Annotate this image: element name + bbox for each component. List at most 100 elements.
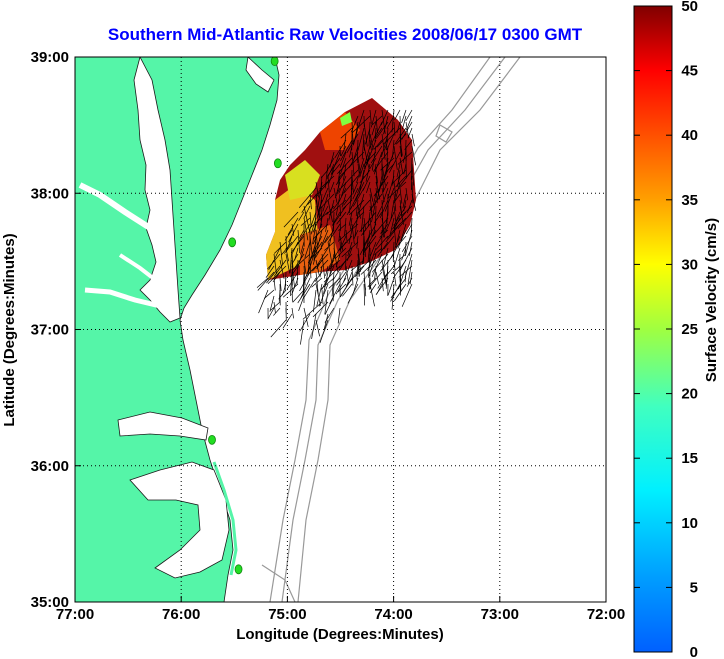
velocity-arrow [396, 163, 401, 178]
y-tick-label: 35:00 [31, 594, 69, 611]
velocity-arrow [319, 175, 335, 190]
velocity-arrow [315, 235, 329, 258]
velocity-arrow [410, 175, 413, 190]
velocity-arrow [312, 301, 329, 318]
velocity-arrow [363, 121, 368, 147]
velocity-arrow [393, 145, 398, 170]
velocity-arrow [356, 157, 365, 183]
velocity-arrow [290, 271, 293, 297]
velocity-arrow [398, 169, 413, 188]
velocity-arrow [335, 193, 341, 216]
y-axis-ticks: 39:00 38:00 37:00 36:00 35:00 [31, 49, 81, 611]
velocity-arrow [358, 199, 371, 213]
velocity-arrow [409, 271, 413, 285]
velocity-arrow [368, 253, 371, 278]
velocity-arrow [329, 253, 335, 277]
velocity-arrow [334, 187, 341, 199]
velocity-arrow [391, 265, 401, 275]
velocity-arrow [359, 211, 377, 233]
velocity-arrow [328, 223, 335, 248]
velocity-arrow [332, 259, 347, 281]
velocity-arrow [360, 205, 365, 232]
velocity-arrow [309, 211, 329, 229]
velocity-arrow [399, 247, 413, 271]
velocity-arrow [293, 253, 305, 270]
velocity-arrow [394, 205, 407, 225]
velocity-arrow [315, 229, 318, 245]
radar-station-marker [273, 158, 282, 169]
velocity-arrow [273, 241, 287, 254]
velocity-arrow [338, 223, 347, 231]
velocity-arrow [406, 277, 413, 287]
velocity-arrow [352, 181, 359, 195]
velocity-arrow [340, 145, 347, 157]
velocity-arrow [390, 283, 401, 302]
velocity-arrow [371, 253, 383, 278]
velocity-arrow [343, 175, 359, 194]
colorbar-tick-label: 35 [681, 192, 698, 209]
velocity-arrow [313, 235, 317, 261]
x-tick-label: 75:00 [268, 606, 306, 623]
velocity-arrow [303, 217, 309, 241]
albemarle-sound [117, 411, 209, 441]
velocity-arrow [291, 223, 295, 236]
velocity-arrow [340, 169, 359, 189]
velocity-arrow [312, 223, 323, 245]
velocity-arrow [411, 133, 415, 147]
velocity-arrow [369, 241, 377, 259]
velocity-arrow [287, 217, 299, 235]
velocity-arrow [303, 277, 317, 298]
velocity-arrow [367, 277, 377, 288]
velocity-arrow [324, 163, 329, 189]
velocity-arrow [300, 319, 305, 345]
velocity-arrow [363, 223, 377, 246]
velocity-arrow [291, 253, 294, 269]
velocity-arrow [363, 277, 366, 290]
velocity-arrow [400, 223, 407, 242]
colorbar-tick-label: 50 [681, 0, 698, 15]
velocity-arrow [328, 277, 341, 289]
velocity-arrow [339, 241, 347, 251]
velocity-arrow [380, 109, 389, 126]
colorbar-tick-label: 20 [681, 386, 698, 403]
velocity-arrow [376, 127, 395, 148]
velocity-arrow [393, 205, 397, 224]
velocity-arrow [315, 271, 319, 295]
velocity-arrow [398, 265, 413, 278]
velocity-arrow [386, 145, 389, 162]
velocity-arrow [368, 133, 377, 150]
velocity-arrow [298, 187, 317, 208]
velocity-arrow [315, 283, 321, 306]
velocity-arrow [339, 235, 344, 252]
velocity-arrow [353, 127, 359, 146]
velocity-arrow [369, 283, 375, 307]
colorbar-tick-label: 10 [681, 515, 698, 532]
velocity-arrow [411, 163, 415, 186]
velocity-arrow [292, 289, 305, 303]
velocity-arrow [372, 115, 383, 126]
velocity-arrow [339, 151, 347, 168]
velocity-arrow [393, 259, 396, 271]
velocity-arrow [371, 217, 389, 238]
velocity-arrow [282, 313, 293, 329]
velocity-arrow [296, 223, 311, 245]
velocity-arrow [370, 145, 383, 164]
velocity-arrow [356, 211, 365, 220]
velocity-arrow [289, 247, 293, 274]
velocity-arrow [381, 133, 389, 158]
velocity-arrow [307, 247, 317, 273]
velocity-arrow [341, 241, 359, 258]
colorbar-tick-label: 5 [690, 579, 698, 596]
velocity-arrow [393, 247, 401, 268]
velocity-arrow [379, 229, 389, 238]
velocity-arrow [374, 247, 383, 256]
velocity-arrow [300, 217, 311, 226]
velocity-arrow [313, 247, 323, 257]
velocity-arrow [351, 121, 354, 145]
velocity-arrow [394, 217, 401, 230]
velocity-arrow [385, 265, 389, 289]
velocity-arrow [386, 115, 395, 129]
velocity-arrow [406, 199, 413, 214]
velocity-arrow [320, 229, 329, 248]
velocity-arrow [370, 109, 377, 128]
